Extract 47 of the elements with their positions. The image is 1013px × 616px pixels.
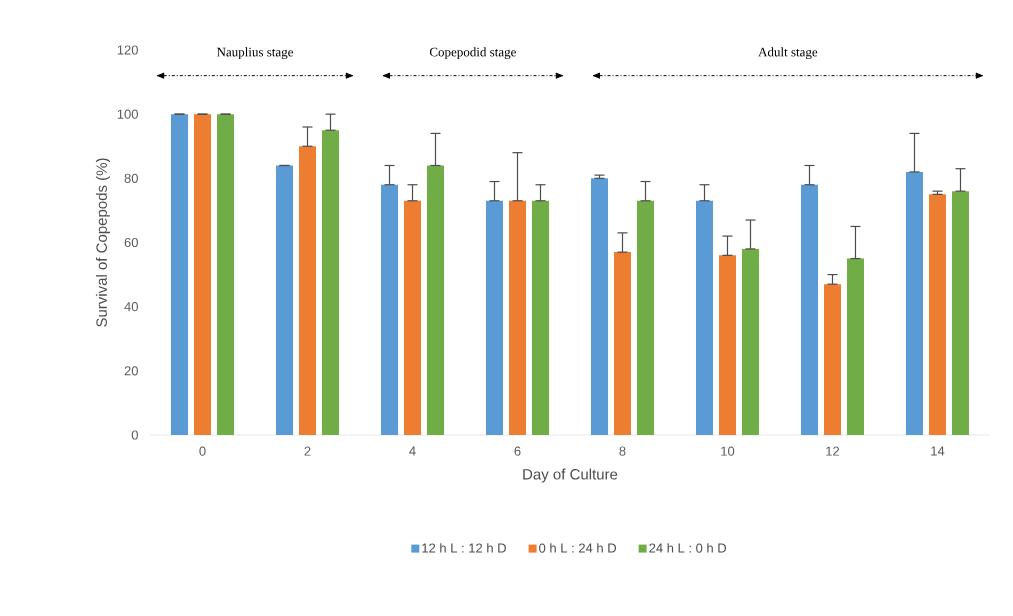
x-axis-title: Day of Culture: [523, 468, 618, 483]
bar: [194, 114, 212, 435]
bar: [718, 255, 736, 435]
bar: [427, 165, 444, 435]
y-tick-label: 60: [124, 237, 138, 248]
bar: [322, 130, 339, 435]
y-tick-label: 20: [124, 366, 138, 376]
bar: [381, 184, 398, 435]
bar: [637, 200, 654, 435]
x-tick-label: 4: [409, 446, 416, 456]
annotation: Adult stage: [758, 47, 818, 60]
x-tick-label: 2: [304, 446, 311, 456]
bar: [741, 248, 759, 435]
bar: [591, 178, 608, 435]
bar: [823, 284, 841, 435]
x-tick-label: 14: [931, 446, 945, 456]
bar: [951, 191, 969, 435]
bar: [800, 184, 818, 435]
bar: [532, 200, 549, 435]
bar: [696, 200, 713, 435]
bar: [404, 200, 421, 435]
y-tick-label: 120: [117, 45, 138, 55]
x-tick-label: 12: [826, 446, 840, 456]
bar: [614, 252, 631, 435]
bar: [217, 114, 234, 435]
x-tick-label: 8: [619, 446, 626, 456]
legend-label: 0 h L : 24 h D: [539, 543, 616, 553]
y-tick-label: 40: [124, 302, 138, 312]
y-tick-label: 100: [117, 109, 138, 119]
y-tick-label: 80: [124, 173, 138, 183]
bar: [171, 114, 189, 435]
annotation: Nauplius stage: [216, 47, 294, 60]
legend-label: 24 h L : 0 h D: [649, 543, 727, 553]
bar: [846, 258, 864, 435]
x-tick-label: 6: [514, 446, 521, 456]
x-tick-label: 10: [721, 446, 735, 456]
bar: [928, 194, 946, 435]
bar: [509, 200, 526, 435]
y-axis-title: Survival of Copepods (%): [95, 158, 110, 327]
legend-label: 12 h L : 12 h D: [422, 543, 506, 553]
bar: [905, 171, 923, 435]
annotation: Copepodid stage: [429, 47, 516, 60]
bar: [276, 165, 293, 435]
y-tick-label: 0: [131, 430, 138, 440]
bar: [299, 146, 316, 435]
bar: [486, 200, 503, 435]
x-tick-label: 0: [199, 446, 206, 456]
